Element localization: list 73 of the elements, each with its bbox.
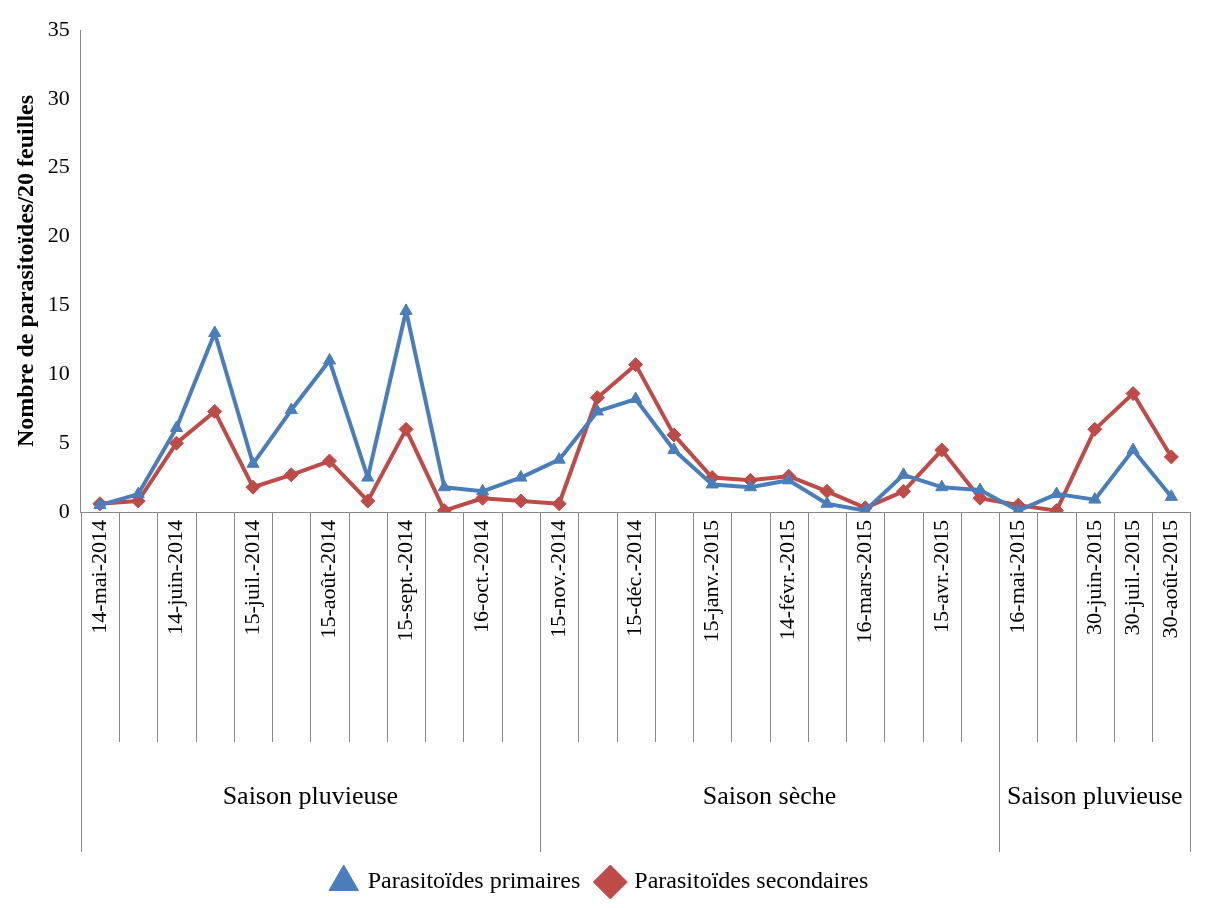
point	[1164, 489, 1178, 501]
point	[820, 496, 834, 508]
point	[131, 486, 145, 499]
x-tick-label: 30-juin-2015	[1080, 520, 1106, 635]
point	[896, 467, 911, 479]
point	[398, 421, 414, 437]
y-tick-label: 5	[58, 428, 70, 454]
point	[1126, 442, 1140, 455]
point	[935, 479, 949, 492]
point	[666, 427, 682, 443]
point	[1050, 486, 1064, 499]
point	[322, 353, 337, 365]
y-tick-label: 15	[47, 291, 70, 317]
point	[552, 452, 566, 464]
point	[399, 303, 413, 315]
point	[590, 403, 604, 416]
text: Saison pluvieuse	[1007, 780, 1183, 810]
y-tick-label: 25	[47, 153, 70, 179]
point	[437, 479, 451, 492]
point	[168, 435, 184, 451]
x-tick-label: 14-juin-2014	[162, 520, 188, 635]
point	[819, 483, 835, 499]
point	[1087, 421, 1103, 437]
point	[1088, 492, 1102, 504]
x-tick-label: 30-juil.-2015	[1118, 520, 1144, 636]
point	[360, 493, 376, 509]
text: Saison sèche	[702, 780, 837, 810]
point	[169, 420, 184, 432]
point	[476, 483, 490, 496]
legend-label: Parasitoïdes primaires	[367, 867, 581, 894]
point	[208, 325, 222, 337]
y-tick-label: 20	[47, 222, 70, 248]
legend-label: Parasitoïdes secondaires	[634, 867, 869, 894]
point	[743, 479, 757, 492]
text: Saison pluvieuse	[222, 780, 399, 810]
x-tick-label: 15-déc.-2014	[621, 520, 647, 637]
point	[934, 442, 950, 458]
point	[514, 470, 528, 482]
point	[782, 472, 796, 485]
point	[667, 442, 681, 455]
point	[245, 479, 261, 495]
x-tick-label: 14-mai-2014	[85, 520, 111, 634]
point	[246, 456, 260, 468]
x-tick-label: 15-sept.-2014	[391, 520, 417, 642]
y-tick-label: 30	[47, 84, 70, 110]
x-tick-label: 15-août-2014	[315, 520, 341, 639]
point	[322, 453, 338, 469]
point	[1125, 386, 1141, 402]
x-tick-label: 15-nov.-2014	[544, 520, 570, 638]
x-tick-label: 15-janv.-2015	[697, 520, 723, 643]
y-tick-label: 0	[58, 497, 70, 523]
x-tick-label: 30-août-2015	[1157, 520, 1183, 639]
y-tick-label: 10	[47, 360, 70, 386]
point	[629, 391, 643, 404]
point	[589, 390, 605, 406]
point	[283, 467, 299, 483]
point	[1163, 449, 1179, 465]
x-tick-label: 14-févr.-2015	[774, 520, 800, 641]
point	[284, 402, 298, 415]
point	[513, 493, 529, 509]
point	[207, 403, 223, 419]
y-tick-label: 35	[47, 15, 70, 41]
x-tick-label: 15-avr.-2015	[927, 520, 953, 634]
point	[705, 476, 719, 489]
point	[551, 496, 567, 512]
y-axis-title: Nombre de parasitoïdes/20 feuilles	[11, 94, 38, 448]
x-tick-label: 16-mai-2015	[1004, 520, 1030, 634]
x-tick-label: 16-mars-2015	[851, 520, 877, 644]
point	[628, 357, 644, 373]
point	[973, 482, 987, 494]
point	[896, 483, 911, 499]
x-tick-label: 15-juil.-2014	[238, 520, 264, 636]
x-tick-label: 16-oct.-2014	[468, 520, 494, 634]
